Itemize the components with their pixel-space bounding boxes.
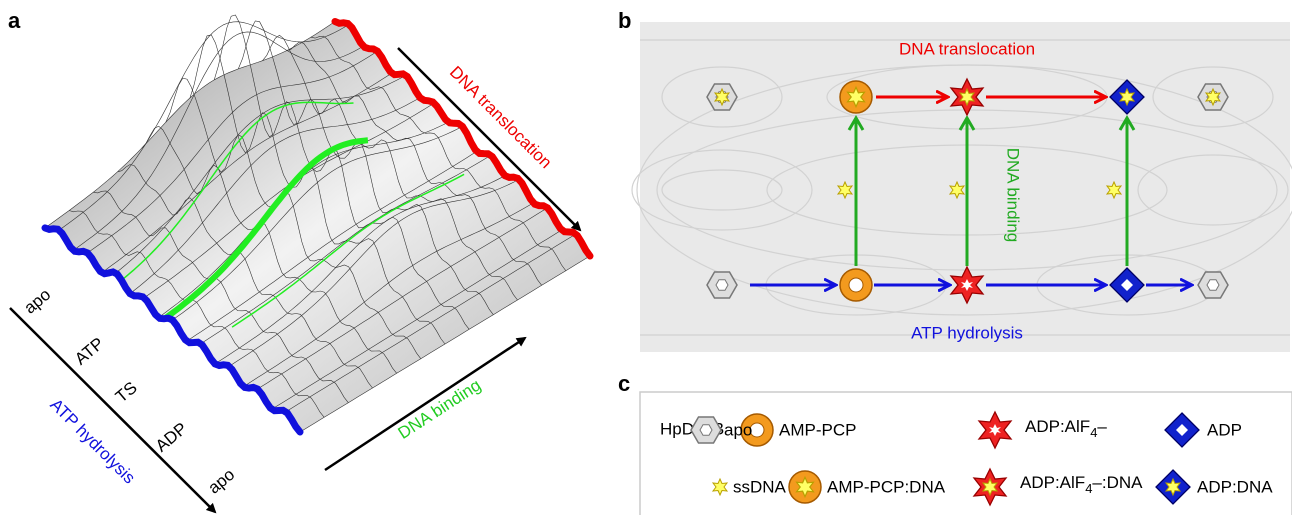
panel-label: c xyxy=(618,371,630,396)
state-label: ATP xyxy=(71,334,108,369)
surface-fill xyxy=(45,21,590,432)
mesh-line xyxy=(59,21,350,231)
energy-surface xyxy=(41,14,594,436)
axis-label: DNA binding xyxy=(395,375,485,442)
legend-label: ADP:AlF4–:DNA xyxy=(1020,473,1143,496)
mesh-line xyxy=(271,229,562,410)
axis-label: DNA binding xyxy=(1004,148,1023,243)
arrow xyxy=(397,47,582,232)
mesh-line xyxy=(262,34,518,301)
legend-label: AMP-PCP:DNA xyxy=(827,477,946,496)
axis-label: DNA translocation xyxy=(899,39,1035,58)
mesh-line xyxy=(238,20,494,315)
hydrolysis-path xyxy=(41,224,304,436)
legend-label: AMP-PCP xyxy=(779,420,856,439)
legend-label: ADP:DNA xyxy=(1197,477,1273,496)
mesh-line xyxy=(285,233,576,412)
mesh-line xyxy=(165,77,422,359)
legend-label: ADP:AlF4– xyxy=(1025,417,1107,440)
legend-label: apo xyxy=(724,420,752,439)
panel-label: a xyxy=(8,8,21,33)
mesh-line xyxy=(213,14,470,330)
state-label: apo xyxy=(20,285,54,318)
mesh-line xyxy=(186,151,477,342)
arrow xyxy=(9,307,217,514)
transition-arrows xyxy=(750,97,1192,285)
arrow xyxy=(324,336,527,472)
state-label: apo xyxy=(204,465,238,498)
panel-label: b xyxy=(618,8,631,33)
mesh-line xyxy=(189,34,446,345)
axis-label: ATP hydrolysis xyxy=(46,395,138,487)
mesh-line xyxy=(101,72,392,273)
path-line xyxy=(231,173,465,328)
axis-label: ATP hydrolysis xyxy=(911,323,1023,342)
path-line xyxy=(163,137,369,322)
mesh-line xyxy=(117,164,373,389)
translocation-path xyxy=(331,18,594,260)
state-label: TS xyxy=(112,378,141,407)
mesh-line xyxy=(93,190,349,403)
state-label: ADP xyxy=(152,419,191,456)
mesh-line xyxy=(286,41,542,286)
mesh-line xyxy=(141,125,397,374)
legend-box xyxy=(639,391,1292,515)
mesh-line xyxy=(310,35,567,271)
mesh-line xyxy=(69,210,325,418)
path-line xyxy=(121,101,354,281)
legend-label: ssDNA xyxy=(733,477,787,496)
legend-label: ADP xyxy=(1207,420,1242,439)
